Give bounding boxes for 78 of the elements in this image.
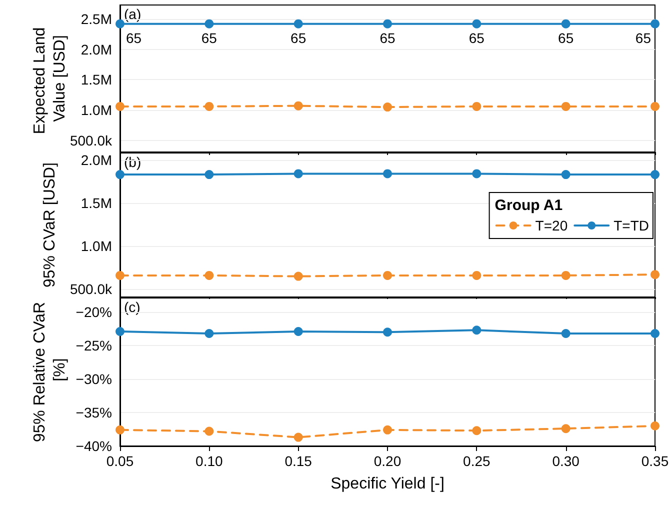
point: [116, 270, 124, 280]
point: [383, 270, 392, 280]
point: [116, 326, 124, 336]
point: [383, 328, 392, 337]
point: [294, 432, 303, 442]
point: [294, 169, 303, 178]
point: [472, 169, 482, 178]
y-tick-label: −40%: [76, 438, 112, 454]
point: [561, 424, 570, 434]
x-tick-label: 0.25: [463, 453, 491, 469]
point: [383, 102, 392, 112]
y-tick-label: 1.0M: [80, 102, 112, 118]
point: [472, 270, 482, 280]
y-tick-label: 1.0M: [80, 238, 112, 254]
point: [650, 270, 660, 280]
point: [561, 270, 570, 280]
y-tick-label: 500.0k: [70, 281, 113, 298]
annotation: 65: [126, 30, 142, 46]
y-tick-label: −20%: [76, 304, 112, 320]
y-tick-label: −30%: [76, 371, 112, 388]
x-axis-title: Specific Yield [-]: [330, 476, 444, 492]
y-tick-label: 1.5M: [80, 72, 112, 88]
point: [294, 101, 303, 110]
annotation: 65: [380, 30, 396, 46]
y-tick-label: 2.0M: [80, 152, 112, 168]
y-axis-title: Expected Land Value [USD]: [32, 22, 68, 134]
x-tick-label: 0.30: [552, 453, 580, 469]
point: [650, 19, 660, 28]
annotation: (a): [124, 6, 142, 22]
x-tick-label: 0.10: [196, 453, 224, 469]
point: [650, 328, 660, 338]
point: [650, 421, 660, 430]
y-tick-label: 1.5M: [80, 195, 112, 212]
legend-label: T=20: [535, 218, 568, 234]
point: [561, 170, 570, 180]
point: [561, 102, 570, 111]
y-axis-title: 95% Relative CVaR [%]: [32, 302, 68, 442]
annotation: 65: [290, 30, 306, 46]
point: [294, 272, 303, 281]
y-tick-label: 2.0M: [80, 41, 112, 58]
x-tick-label: 0.15: [284, 453, 312, 469]
point: [472, 426, 482, 436]
x-tick-label: 0.05: [106, 453, 134, 469]
point: [204, 270, 214, 280]
legend-label: T=TD: [614, 218, 649, 234]
point: [204, 426, 214, 436]
point: [383, 425, 392, 434]
point: [472, 19, 482, 28]
annotation: 65: [201, 30, 218, 46]
annotation: 65: [558, 30, 574, 46]
y-tick-label: 2.5M: [80, 10, 112, 27]
point: [561, 19, 570, 28]
x-tick-label: 0.35: [641, 453, 669, 469]
point: [650, 102, 660, 111]
point: [561, 328, 570, 338]
annotation: 65: [468, 30, 485, 46]
y-axis-title: 95% CVaR [USD]: [42, 162, 58, 288]
legend-title: Group A1: [494, 197, 563, 214]
y-tick-label: 500.0k: [70, 132, 113, 148]
point: [116, 19, 124, 28]
point: [650, 170, 660, 180]
point: [472, 102, 482, 111]
annotation: 65: [635, 30, 652, 46]
point: [116, 102, 124, 111]
point: [116, 170, 124, 180]
point: [383, 19, 392, 28]
point: [294, 19, 303, 28]
point: [472, 326, 482, 335]
x-tick-label: 0.20: [374, 453, 402, 469]
point: [204, 170, 214, 180]
y-tick-label: −35%: [76, 404, 112, 421]
point: [204, 102, 214, 111]
point: [294, 326, 303, 336]
point: [383, 169, 392, 178]
point: [204, 19, 214, 28]
point: [204, 328, 214, 338]
y-tick-label: −25%: [76, 338, 112, 354]
point: [116, 425, 124, 434]
